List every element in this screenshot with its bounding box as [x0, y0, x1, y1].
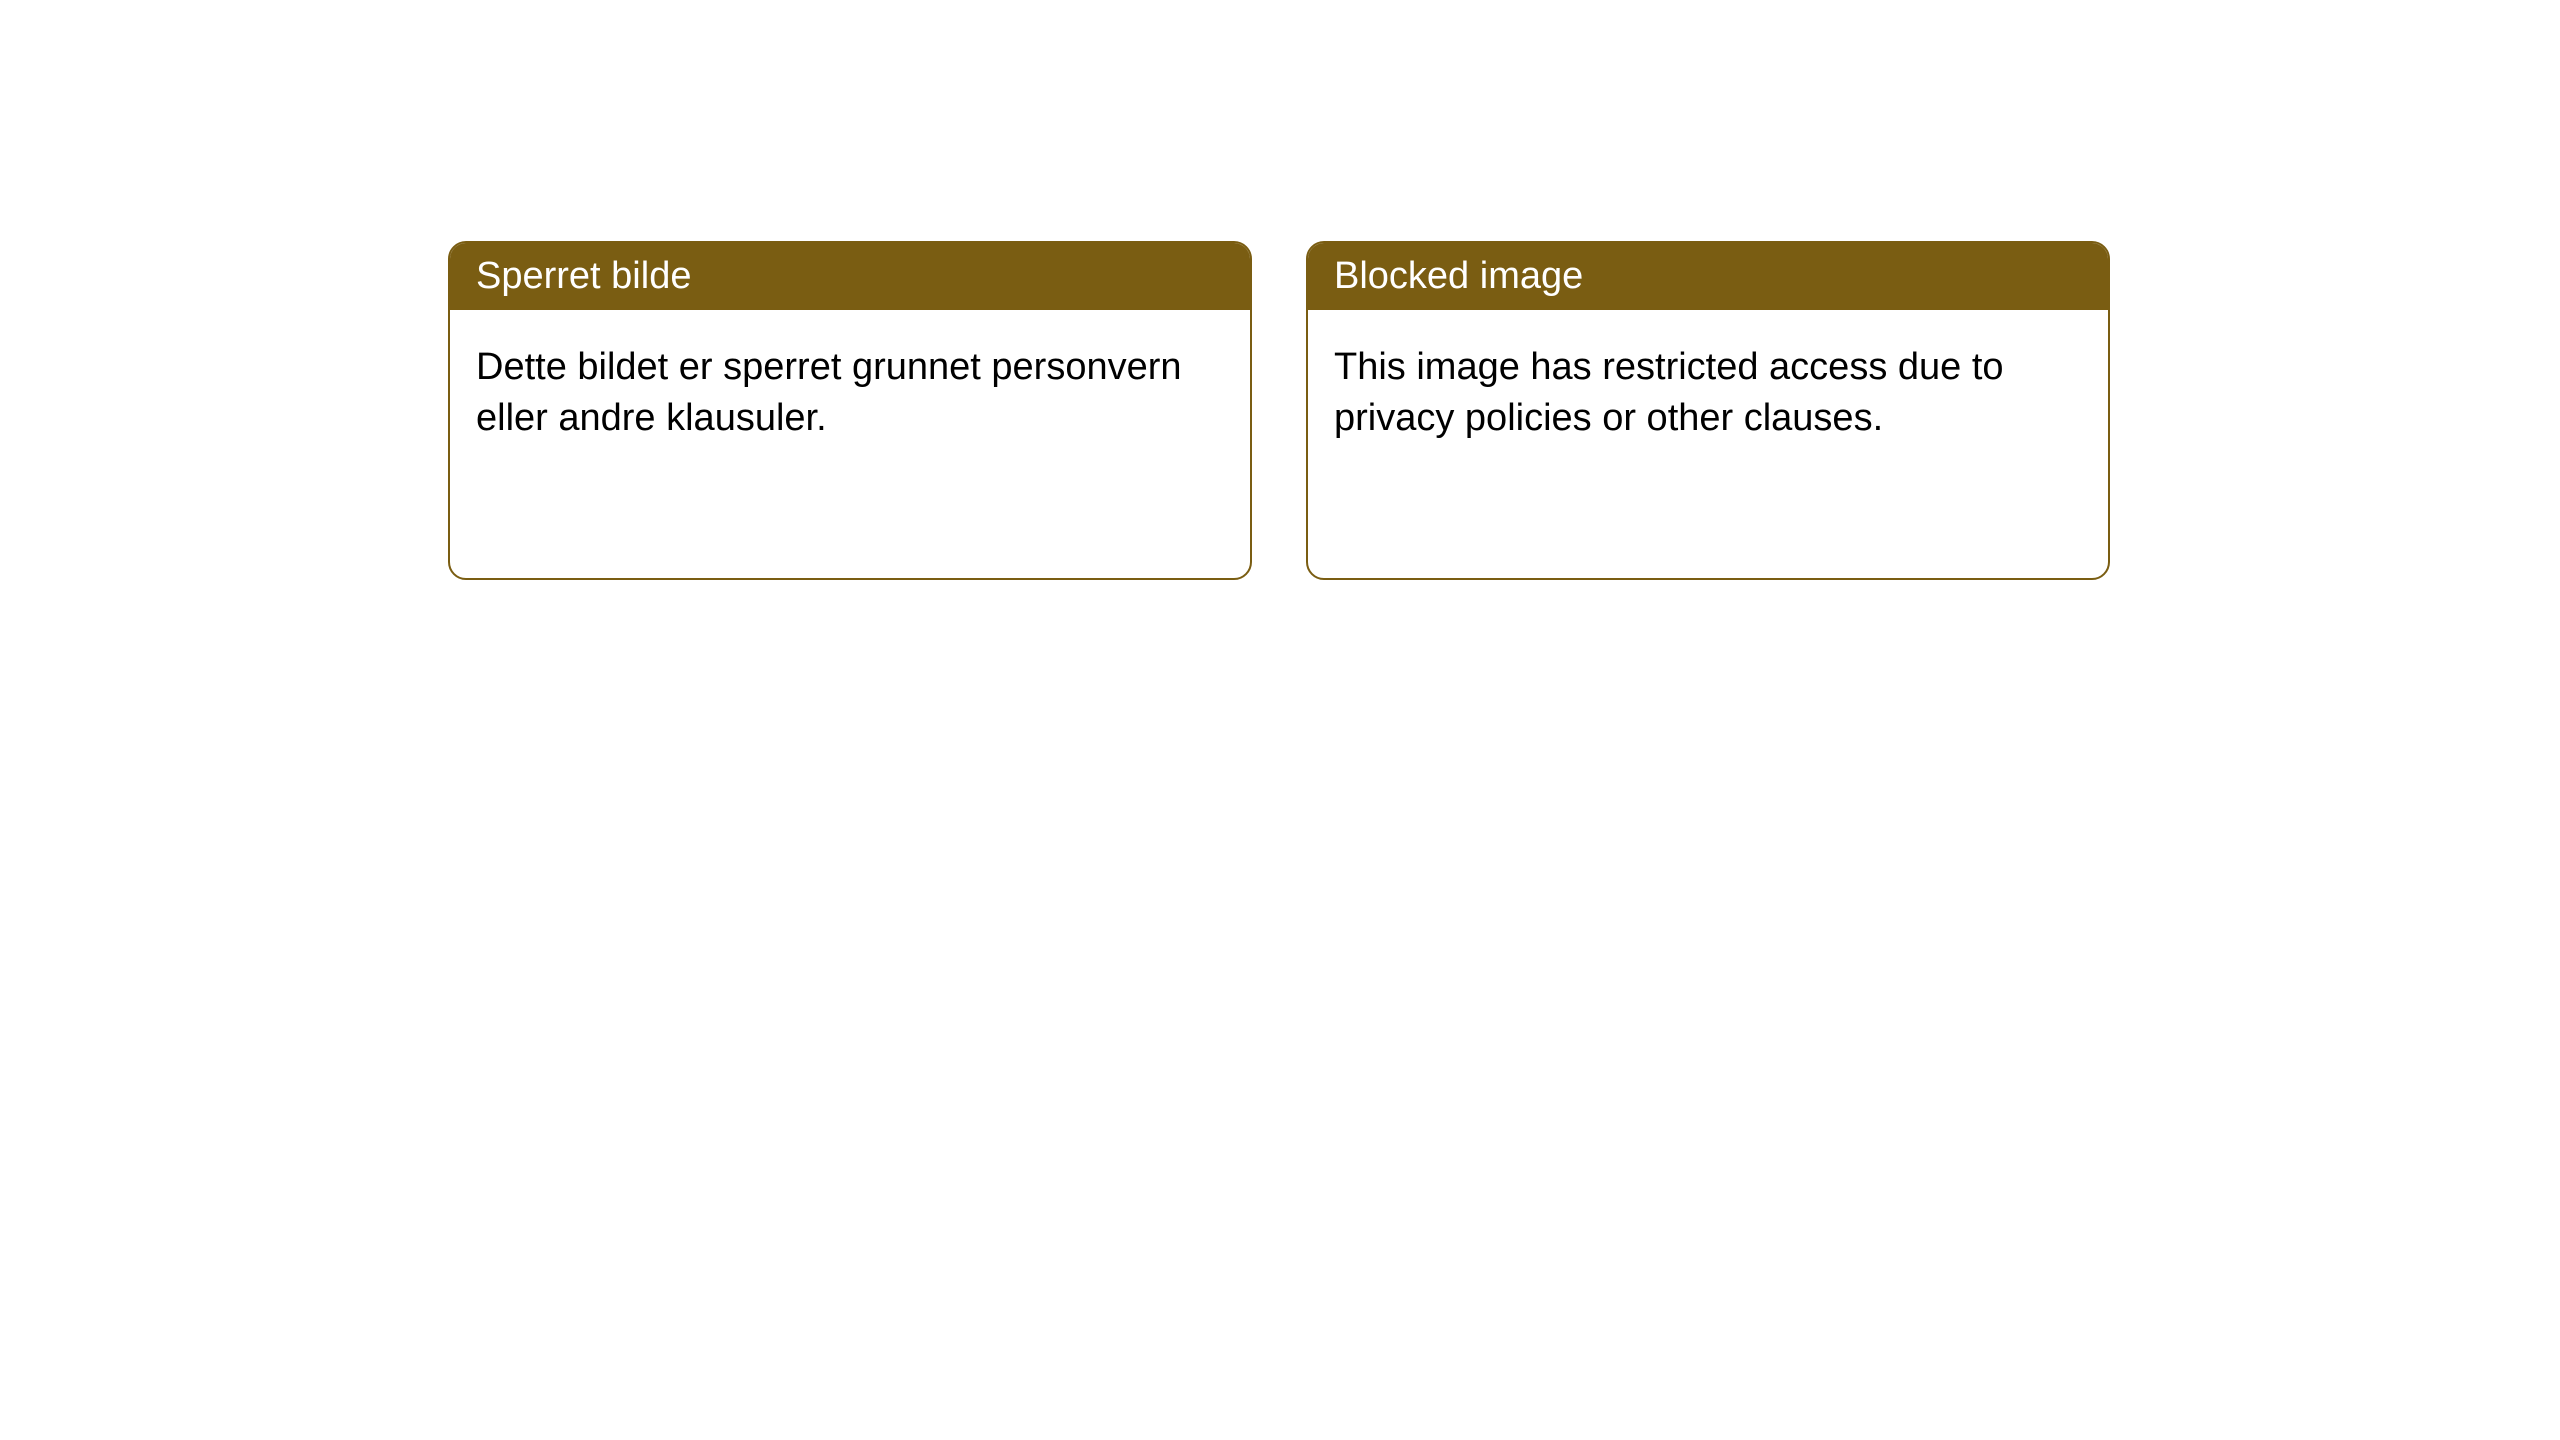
card-body-norwegian: Dette bildet er sperret grunnet personve…	[450, 310, 1250, 477]
blocked-image-notices: Sperret bilde Dette bildet er sperret gr…	[448, 241, 2560, 580]
card-header-english: Blocked image	[1308, 243, 2108, 310]
notice-card-english: Blocked image This image has restricted …	[1306, 241, 2110, 580]
card-message: Dette bildet er sperret grunnet personve…	[476, 346, 1182, 439]
card-title: Blocked image	[1334, 255, 1583, 297]
card-title: Sperret bilde	[476, 255, 691, 297]
card-message: This image has restricted access due to …	[1334, 346, 2004, 439]
notice-card-norwegian: Sperret bilde Dette bildet er sperret gr…	[448, 241, 1252, 580]
card-body-english: This image has restricted access due to …	[1308, 310, 2108, 477]
card-header-norwegian: Sperret bilde	[450, 243, 1250, 310]
